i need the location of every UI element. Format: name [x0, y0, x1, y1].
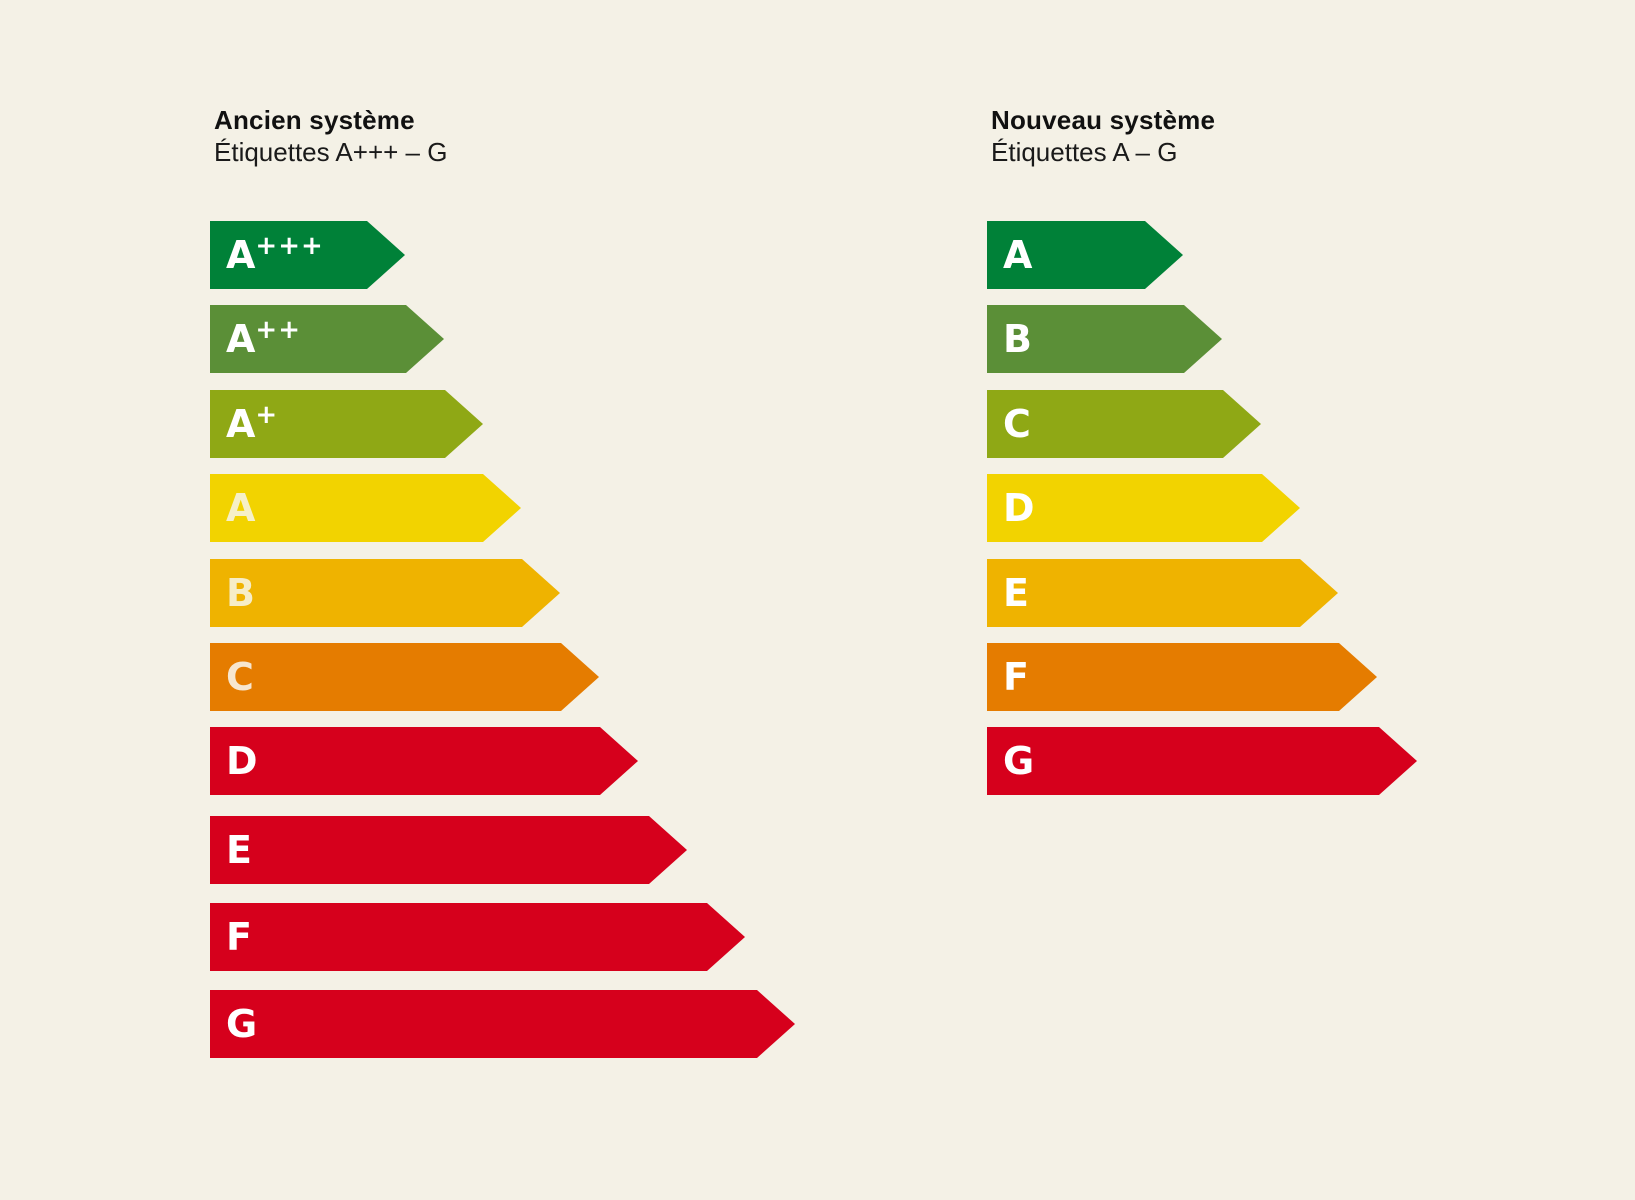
- new-class-letter: B: [1003, 317, 1032, 361]
- new-class-arrow-shape-e: [987, 559, 1338, 627]
- new-class-bar-f: F: [987, 643, 1377, 711]
- new-class-label-b: B: [1003, 305, 1032, 373]
- old-class-label-b: B: [226, 559, 255, 627]
- new-class-label-d: D: [1003, 474, 1035, 542]
- new-class-arrow-g: [987, 727, 1417, 795]
- old-class-label-c: C: [226, 643, 254, 711]
- new-system-header: Nouveau système Étiquettes A – G: [991, 104, 1411, 168]
- new-class-label-g: G: [1003, 727, 1034, 795]
- old-class-letter: A: [226, 402, 256, 446]
- old-system-title: Ancien système: [214, 105, 415, 135]
- old-class-arrow-b: [210, 559, 560, 627]
- old-class-letter: B: [226, 571, 255, 615]
- new-class-letter: G: [1003, 739, 1035, 783]
- old-system-subtitle: Étiquettes A+++ – G: [214, 137, 448, 167]
- new-system-title: Nouveau système: [991, 105, 1216, 135]
- new-class-label-e: E: [1003, 559, 1029, 627]
- old-class-letter: A: [226, 317, 256, 361]
- new-class-letter: E: [1003, 571, 1029, 615]
- old-class-arrow-shape-c: [210, 643, 599, 711]
- old-class-bar-c: C: [210, 643, 599, 711]
- old-class-bar-a-plus: A+: [210, 390, 483, 458]
- old-class-label-f: F: [226, 903, 252, 971]
- old-class-letter: A: [226, 486, 256, 530]
- new-class-bar-e: E: [987, 559, 1338, 627]
- old-class-arrow-e: [210, 816, 687, 884]
- new-class-arrow-f: [987, 643, 1377, 711]
- new-class-label-f: F: [1003, 643, 1029, 711]
- old-class-plus-suffix: ++: [255, 315, 301, 345]
- new-class-bar-b: B: [987, 305, 1222, 373]
- new-class-arrow-shape-c: [987, 390, 1261, 458]
- old-class-letter: D: [226, 739, 258, 783]
- new-class-letter: F: [1003, 655, 1029, 699]
- old-class-arrow-shape-a-plusplus: [210, 305, 444, 373]
- old-class-arrow-shape-d: [210, 727, 638, 795]
- old-class-bar-d: D: [210, 727, 638, 795]
- new-class-label-c: C: [1003, 390, 1031, 458]
- new-class-letter: D: [1003, 486, 1035, 530]
- old-class-letter: A: [226, 233, 256, 277]
- new-class-bar-d: D: [987, 474, 1300, 542]
- new-class-bar-g: G: [987, 727, 1417, 795]
- new-class-bar-a: A: [987, 221, 1183, 289]
- old-class-label-a: A: [226, 474, 255, 542]
- old-class-bar-a-plusplusplus: A+++: [210, 221, 405, 289]
- old-class-arrow-shape-a-plus: [210, 390, 483, 458]
- new-class-arrow-d: [987, 474, 1300, 542]
- old-class-letter: F: [226, 915, 252, 959]
- old-class-plus-suffix: +++: [255, 231, 324, 261]
- old-class-arrow-shape-e: [210, 816, 687, 884]
- old-class-arrow-a: [210, 474, 521, 542]
- old-class-label-a-plus: A+: [226, 390, 278, 458]
- old-class-arrow-a-plus: [210, 390, 483, 458]
- old-class-arrow-a-plusplusplus: [210, 221, 405, 289]
- old-class-label-a-plusplus: A++: [226, 305, 301, 373]
- old-class-arrow-f: [210, 903, 745, 971]
- new-class-arrow-shape-d: [987, 474, 1300, 542]
- old-class-plus-suffix: +: [255, 400, 279, 430]
- old-class-bar-f: F: [210, 903, 745, 971]
- old-class-letter: C: [226, 655, 254, 699]
- old-class-arrow-shape-f: [210, 903, 745, 971]
- old-class-arrow-a-plusplus: [210, 305, 444, 373]
- new-class-arrow-shape-f: [987, 643, 1377, 711]
- new-class-arrow-a: [987, 221, 1183, 289]
- new-class-bar-c: C: [987, 390, 1261, 458]
- old-class-arrow-shape-a-plusplusplus: [210, 221, 405, 289]
- old-class-label-a-plusplusplus: A+++: [226, 221, 324, 289]
- new-system-subtitle: Étiquettes A – G: [991, 137, 1178, 167]
- new-class-arrow-b: [987, 305, 1222, 373]
- new-class-letter: A: [1003, 233, 1033, 277]
- old-system-header: Ancien système Étiquettes A+++ – G: [214, 104, 634, 168]
- old-class-bar-g: G: [210, 990, 795, 1058]
- old-class-bar-a: A: [210, 474, 521, 542]
- old-class-arrow-shape-g: [210, 990, 795, 1058]
- new-class-arrow-shape-a: [987, 221, 1183, 289]
- new-class-letter: C: [1003, 402, 1031, 446]
- new-class-arrow-shape-g: [987, 727, 1417, 795]
- old-class-letter: G: [226, 1002, 258, 1046]
- new-class-arrow-e: [987, 559, 1338, 627]
- old-class-arrow-c: [210, 643, 599, 711]
- old-class-bar-e: E: [210, 816, 687, 884]
- old-class-letter: E: [226, 828, 252, 872]
- new-class-arrow-c: [987, 390, 1261, 458]
- old-class-arrow-g: [210, 990, 795, 1058]
- old-class-label-d: D: [226, 727, 258, 795]
- old-class-label-g: G: [226, 990, 257, 1058]
- new-class-label-a: A: [1003, 221, 1032, 289]
- new-class-arrow-shape-b: [987, 305, 1222, 373]
- old-class-bar-b: B: [210, 559, 560, 627]
- old-class-arrow-shape-a: [210, 474, 521, 542]
- old-class-bar-a-plusplus: A++: [210, 305, 444, 373]
- old-class-arrow-d: [210, 727, 638, 795]
- old-class-label-e: E: [226, 816, 252, 884]
- old-class-arrow-shape-b: [210, 559, 560, 627]
